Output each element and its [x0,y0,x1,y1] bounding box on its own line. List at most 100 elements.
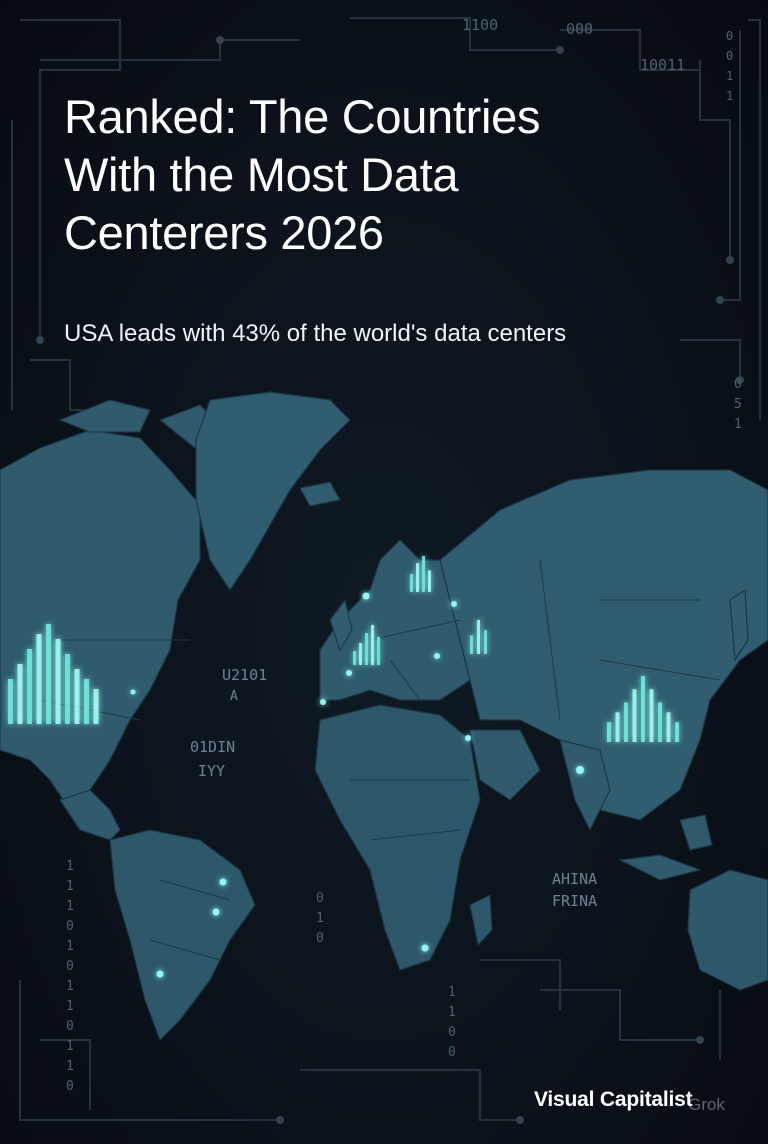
hotspot-bar-usa [46,624,51,724]
circuit-trace [40,39,300,61]
hotspot-bar-western-europe [359,643,362,665]
circuit-trace [748,19,761,420]
continent-central-america [59,789,121,841]
code-snippet: A [230,689,238,704]
circuit-trace [560,29,700,71]
datacenter-dot [212,908,220,916]
continent-japan [729,588,749,662]
region-india [559,739,611,832]
hotspot-bar-china [632,689,637,742]
title-line: With the Most Data [64,148,459,201]
region-indonesia [679,814,713,851]
datacenter-dot [219,878,227,886]
circuit-node [716,296,724,304]
hotspot-bar-usa [8,679,13,724]
datacenter-dot [156,970,164,978]
subtitle: USA leads with 43% of the world's data c… [64,320,567,347]
hotspot-bar-russia [470,635,473,654]
code-snippet: FRINA [552,892,597,910]
hotspot-bar-china [675,722,679,742]
continent-greenland [195,391,351,592]
circuit-trace [680,339,741,380]
hotspot-bar-russia [484,630,487,654]
circuit-node [736,376,744,384]
hotspot-bar-china [658,702,662,742]
circuit-trace [480,959,561,1010]
country-border [369,619,461,641]
datacenter-dot [346,670,352,676]
circuit-trace [40,1039,91,1110]
hotspot-bar-western-europe [377,637,380,665]
circuit-node [696,1036,704,1044]
continent-africa [314,704,481,971]
circuit-node [516,1116,524,1124]
hotspot-bar-usa [93,689,99,724]
watermark: Grok [688,1095,725,1114]
hotspot-bar-usa [65,654,70,724]
continent-arctic-islands [58,399,151,433]
circuit-trace [19,980,280,1121]
continent-madagascar [469,894,493,947]
hotspot-bar-china [615,712,620,742]
country-border [369,829,461,841]
country-border [149,939,221,961]
code-snippet: 1100 [462,16,498,34]
hotspot-bar-usa [55,639,61,724]
country-border [159,879,231,901]
hotspot-bar-china [607,722,611,742]
region-indonesia [617,854,703,881]
continent-north-america [0,429,201,811]
hotspot-bar-usa [27,649,32,724]
continent-asia [439,469,768,821]
hotspot-bar-usa [84,679,89,724]
title-line: Ranked: The Countries [64,90,541,143]
circuit-trace [350,17,560,51]
circuit-node [726,256,734,264]
circuit-trace [20,19,121,340]
code-snippet: 10011 [640,56,685,74]
code-snippet: 01DIN [190,738,235,756]
continent-australia [687,869,768,991]
hotspot-bar-russia [477,620,480,654]
title-line: Centerers 2026 [64,206,384,259]
datacenter-dot [576,766,584,774]
hotspot-bar-western-europe [353,651,356,665]
datacenter-dot [130,689,136,695]
circuit-trace [540,989,700,1041]
hotspot-bar-usa [74,669,80,724]
brand-logo-text: Visual Capitalist [534,1088,693,1111]
hotspot-bar-usa [17,664,23,724]
datacenter-dot [451,601,457,607]
country-border [389,659,421,701]
hotspot-bar-china [649,689,654,742]
hotspot-bar-scandinavia [410,574,413,592]
code-snippet: IYY [198,762,225,780]
continent-south-america [109,829,256,1042]
hotspot-bar-scandinavia [422,556,425,592]
code-snippet: U2101 [222,666,267,684]
hotspot-bar-western-europe [371,625,374,665]
datacenter-dot [362,592,370,600]
hotspot-bar-china [666,712,671,742]
circuit-trace [300,1069,520,1121]
circuit-node [556,46,564,54]
hotspot-bar-western-europe [365,633,368,665]
datacenter-dot [465,735,471,741]
datacenter-dot [421,944,429,952]
circuit-node [276,1116,284,1124]
country-border [539,559,561,721]
circuit-trace [720,30,741,301]
code-snippet: 000 [566,20,593,38]
circuit-trace [699,60,731,260]
hotspot-bar-china [624,702,628,742]
continent-iceland [299,481,341,507]
hotspot-bar-usa [36,634,42,724]
datacenter-dot [434,653,440,659]
region-uk [329,598,353,652]
